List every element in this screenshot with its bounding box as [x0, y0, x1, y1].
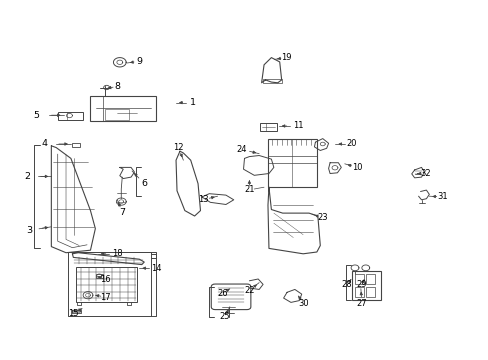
Bar [76, 267, 137, 302]
Bar [267, 139, 316, 187]
Bar [260, 123, 277, 131]
Text: 6: 6 [141, 179, 147, 188]
Text: 4: 4 [41, 139, 47, 148]
Text: 17: 17 [100, 292, 110, 302]
Text: 20: 20 [346, 139, 357, 148]
Text: 11: 11 [292, 122, 303, 130]
Bar [72, 143, 80, 147]
Text: 3: 3 [26, 226, 32, 235]
Bar [105, 109, 128, 120]
Text: 30: 30 [297, 299, 308, 307]
Text: 5: 5 [34, 111, 40, 120]
Text: 32: 32 [419, 169, 430, 178]
Bar [96, 274, 102, 278]
Bar [351, 271, 381, 300]
Text: 28: 28 [341, 280, 352, 289]
Text: 15: 15 [68, 309, 79, 318]
Bar [58, 112, 83, 120]
Text: 13: 13 [197, 195, 208, 204]
Text: 19: 19 [280, 53, 291, 62]
Bar [354, 287, 363, 297]
Text: 14: 14 [151, 264, 162, 273]
Text: 26: 26 [217, 289, 227, 298]
Bar [262, 79, 282, 83]
Bar [354, 274, 363, 284]
Bar [365, 274, 374, 284]
Text: 12: 12 [173, 143, 183, 152]
Text: 29: 29 [356, 280, 366, 289]
Text: 8: 8 [114, 82, 120, 91]
Text: 18: 18 [112, 249, 122, 258]
Text: 16: 16 [100, 274, 110, 284]
Text: 2: 2 [24, 172, 30, 181]
Text: 9: 9 [136, 57, 142, 66]
Text: 27: 27 [356, 299, 366, 307]
Text: 7: 7 [119, 208, 125, 217]
Text: 22: 22 [244, 286, 254, 295]
Text: 10: 10 [351, 163, 362, 172]
Text: 24: 24 [236, 145, 247, 154]
Bar [90, 96, 156, 121]
Text: 21: 21 [244, 184, 254, 194]
Text: 1: 1 [190, 98, 196, 107]
Bar [365, 287, 374, 297]
Text: 25: 25 [219, 312, 230, 321]
Text: 23: 23 [317, 213, 327, 222]
Text: 31: 31 [436, 192, 447, 201]
